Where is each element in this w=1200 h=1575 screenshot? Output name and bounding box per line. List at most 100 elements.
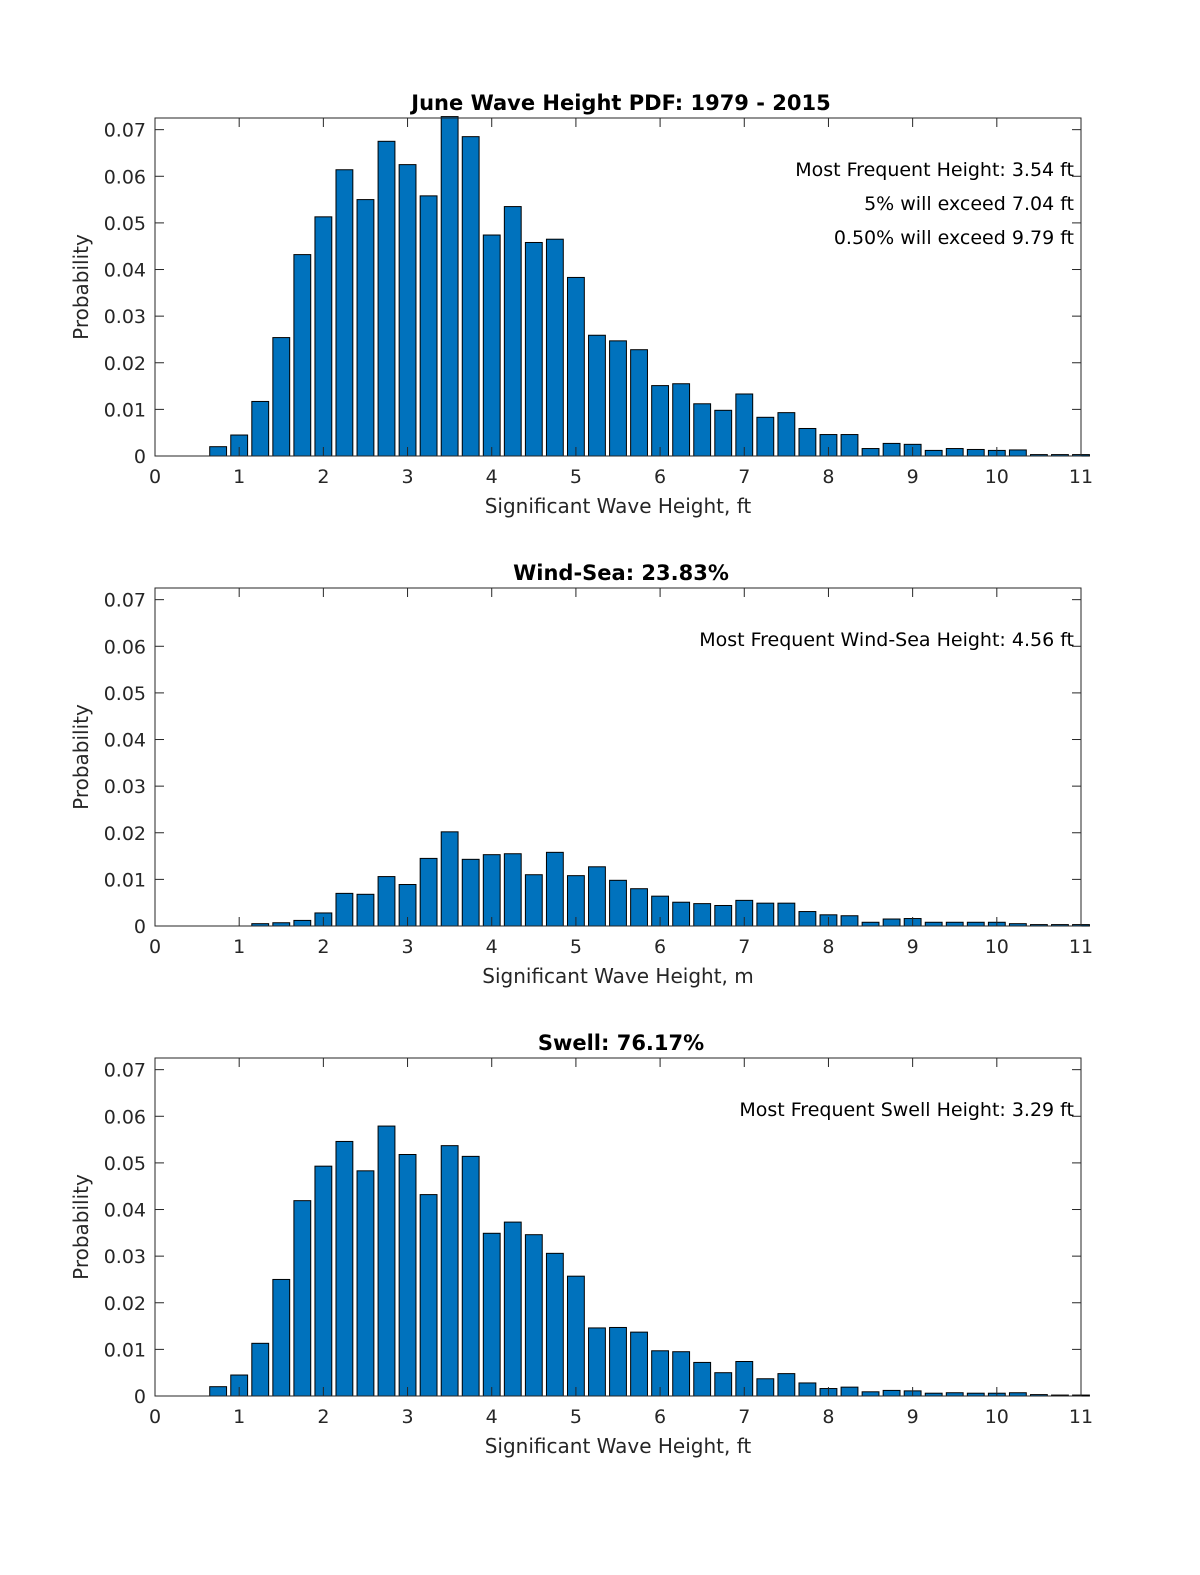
bar bbox=[777, 902, 796, 927]
y-tick-label: 0.02 bbox=[104, 1293, 146, 1315]
x-tick-label: 6 bbox=[654, 936, 666, 958]
x-tick-label: 9 bbox=[907, 466, 919, 488]
x-tick-label: 11 bbox=[1069, 936, 1093, 958]
bar bbox=[840, 434, 859, 457]
x-tick-label: 6 bbox=[654, 466, 666, 488]
bar bbox=[798, 427, 817, 457]
x-tick-label: 10 bbox=[985, 1406, 1009, 1428]
y-tick-label: 0.02 bbox=[104, 353, 146, 375]
x-tick-label: 3 bbox=[401, 466, 413, 488]
bar bbox=[377, 1125, 396, 1397]
y-tick-label: 0 bbox=[134, 916, 146, 938]
bar bbox=[756, 902, 775, 927]
x-tick-label: 11 bbox=[1069, 1406, 1093, 1428]
y-axis-label: Probability bbox=[69, 704, 93, 810]
bar bbox=[482, 1232, 501, 1397]
bar bbox=[882, 442, 901, 457]
bar bbox=[714, 1372, 733, 1397]
bar bbox=[440, 1145, 459, 1397]
x-tick-label: 2 bbox=[317, 936, 329, 958]
x-tick-label: 4 bbox=[486, 936, 498, 958]
annotation-text: 0.50% will exceed 9.79 ft bbox=[834, 227, 1074, 249]
bar bbox=[419, 1194, 438, 1397]
bar bbox=[861, 1391, 880, 1397]
bar bbox=[272, 337, 291, 457]
bar bbox=[1008, 449, 1027, 457]
plot-area bbox=[155, 588, 1081, 926]
y-tick-label: 0.02 bbox=[104, 823, 146, 845]
y-tick-label: 0.03 bbox=[104, 306, 146, 328]
chart-panel-3: 0 1 2 3 4 5 6 7 8 9 10 11 0 0.01 0.02 0.03 0.04 0.05 0.06 0… bbox=[69, 1031, 1093, 1458]
bar bbox=[882, 918, 901, 927]
bar bbox=[398, 164, 417, 457]
bar bbox=[693, 403, 712, 457]
y-tick-label: 0 bbox=[134, 1386, 146, 1408]
bar bbox=[651, 385, 670, 457]
x-tick-label: 8 bbox=[822, 1406, 834, 1428]
bar bbox=[209, 1386, 228, 1397]
bar bbox=[693, 1361, 712, 1397]
bar bbox=[209, 446, 228, 457]
x-axis-label: Significant Wave Height, ft bbox=[485, 494, 752, 518]
y-tick-label: 0 bbox=[134, 446, 146, 468]
x-tick-label: 5 bbox=[570, 466, 582, 488]
x-tick-label: 4 bbox=[486, 1406, 498, 1428]
x-tick-label: 1 bbox=[233, 936, 245, 958]
x-tick-label: 3 bbox=[401, 1406, 413, 1428]
annotation-text: 5% will exceed 7.04 ft bbox=[864, 193, 1074, 215]
y-tick-label: 0.06 bbox=[104, 1106, 146, 1128]
bar bbox=[524, 1234, 543, 1397]
y-tick-label: 0.07 bbox=[104, 590, 146, 612]
bar bbox=[293, 254, 312, 457]
bar bbox=[356, 199, 375, 457]
bar bbox=[440, 831, 459, 927]
y-tick-label: 0.03 bbox=[104, 776, 146, 798]
axes-box bbox=[154, 587, 1082, 927]
y-tick-label: 0.01 bbox=[104, 1339, 146, 1361]
x-tick-label: 0 bbox=[149, 466, 161, 488]
bar bbox=[588, 334, 606, 457]
bar bbox=[314, 216, 333, 457]
bar bbox=[945, 448, 964, 457]
y-axis-label: Probability bbox=[69, 1174, 93, 1280]
bar bbox=[882, 1389, 901, 1397]
bar bbox=[924, 921, 943, 927]
bar bbox=[777, 1373, 796, 1397]
bar bbox=[524, 874, 543, 927]
x-tick-label: 5 bbox=[570, 1406, 582, 1428]
x-tick-label: 1 bbox=[233, 466, 245, 488]
bar bbox=[924, 449, 943, 457]
y-tick-label: 0.05 bbox=[104, 683, 146, 705]
x-tick-label: 5 bbox=[570, 936, 582, 958]
x-tick-label: 9 bbox=[907, 936, 919, 958]
bar bbox=[566, 276, 585, 457]
bar bbox=[798, 1382, 817, 1397]
y-tick-label: 0.07 bbox=[104, 1060, 146, 1082]
bar bbox=[798, 911, 817, 927]
bar bbox=[503, 206, 522, 457]
bar bbox=[461, 1155, 480, 1397]
y-tick-label: 0.05 bbox=[104, 1153, 146, 1175]
bar bbox=[293, 1200, 312, 1397]
x-tick-label: 7 bbox=[738, 1406, 750, 1428]
bar bbox=[630, 888, 648, 927]
bar bbox=[377, 140, 396, 457]
x-tick-label: 11 bbox=[1069, 466, 1093, 488]
bar bbox=[461, 858, 480, 927]
bar bbox=[272, 1278, 291, 1397]
bar bbox=[756, 1378, 775, 1397]
bar bbox=[398, 1154, 417, 1397]
axes-box bbox=[154, 1057, 1082, 1397]
bar bbox=[545, 851, 564, 927]
bar bbox=[545, 1252, 564, 1397]
bar bbox=[693, 903, 712, 927]
bar bbox=[335, 169, 354, 457]
x-tick-label: 10 bbox=[985, 936, 1009, 958]
x-tick-label: 6 bbox=[654, 1406, 666, 1428]
bar bbox=[966, 448, 985, 457]
bar bbox=[503, 853, 522, 927]
bar bbox=[588, 866, 606, 927]
bar bbox=[672, 383, 691, 457]
bar bbox=[545, 238, 564, 457]
y-axis-label: Probability bbox=[69, 234, 93, 340]
